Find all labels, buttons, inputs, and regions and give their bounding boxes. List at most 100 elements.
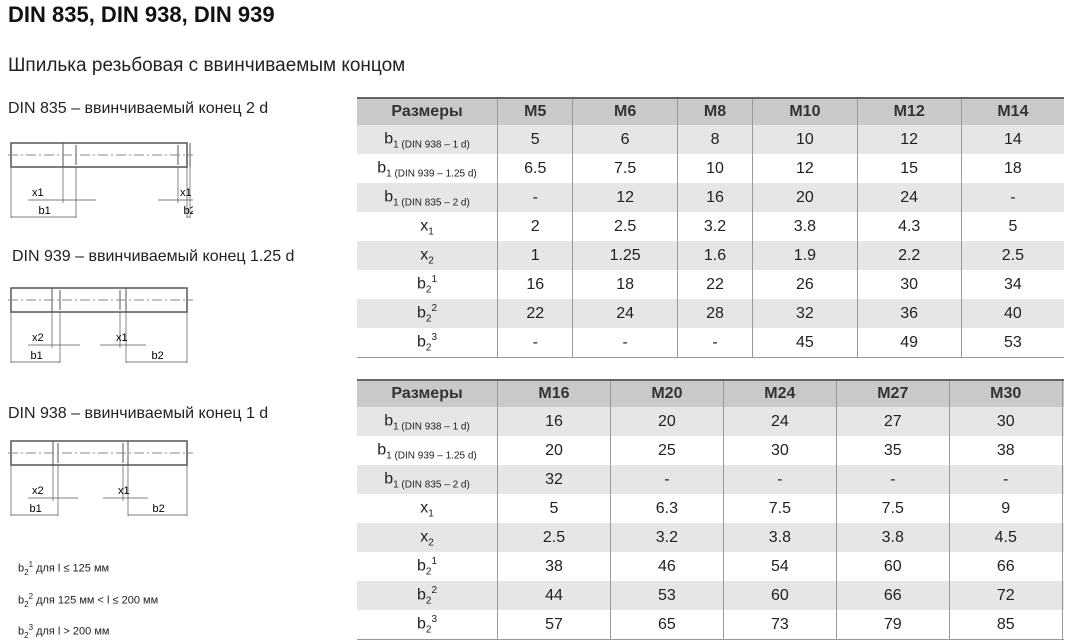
table-cell: 16	[496, 270, 573, 299]
table-cell: 6	[572, 125, 678, 154]
table-cell: -	[835, 465, 950, 494]
table-cell: -	[496, 183, 573, 212]
table-cell: 8	[676, 125, 753, 154]
column-header: Размеры	[357, 379, 498, 407]
table-cell: 1.25	[572, 241, 678, 270]
row-label: b23	[357, 610, 498, 640]
table-cell: 4.3	[856, 212, 962, 241]
row-label: b1 (DIN 939 – 1.25 d)	[377, 159, 477, 180]
column-header-size: M30	[948, 379, 1063, 407]
drawing-caption-din835: DIN 835 – ввинчиваемый конец 2 d	[8, 100, 269, 117]
row-label: x2	[357, 241, 498, 270]
table-cell: 24	[856, 183, 962, 212]
table-cell: 65	[609, 610, 724, 640]
dim-label: x2	[32, 332, 44, 344]
table-cell: 45	[752, 328, 858, 358]
table-cell: 20	[609, 407, 724, 436]
dim-label: b2	[184, 205, 194, 217]
table-row: b1 (DIN 938 – 1 d) 5 6 8 10 12 14	[357, 125, 1064, 154]
table-cell	[1061, 407, 1064, 436]
dim-label: x1	[32, 187, 44, 199]
drawing-caption-din938: DIN 938 – ввинчиваемый конец 1 d	[8, 405, 269, 422]
table-cell: 4.5	[948, 523, 1063, 552]
column-header-size: M5	[496, 97, 573, 125]
table-cell: 18	[572, 270, 678, 299]
row-label: b21	[416, 555, 438, 578]
header-row: Размеры M16 M20 M24 M27 M30	[357, 379, 1064, 407]
row-label: x2	[357, 523, 498, 552]
table-cell: 36	[856, 299, 962, 328]
table-row: b1 (DIN 939 – 1.25 d) 6.5 7.5 10 12 15 18	[357, 154, 1064, 183]
dim-label: x2	[32, 485, 44, 497]
dim-label: b1	[30, 503, 42, 515]
table-cell: 30	[856, 270, 962, 299]
stud-drawing: x2 x1 b1 b2	[8, 287, 193, 363]
table-cell: 20	[497, 436, 611, 465]
table-row: b1 (DIN 939 – 1.25 d) 20 25 30 35 38	[357, 436, 1064, 465]
table-row: b21 38 46 54 60 66	[357, 552, 1064, 581]
table-cell: 25	[609, 436, 724, 465]
row-label: b22	[357, 581, 498, 610]
table-cell: 15	[856, 154, 962, 183]
column-header-size	[1061, 379, 1064, 407]
table-cell: 73	[722, 610, 837, 640]
table-cell: 14	[960, 125, 1064, 154]
table-cell: 2.2	[856, 241, 962, 270]
table-cell: 12	[752, 154, 858, 183]
row-label: b23	[357, 328, 498, 358]
table-cell: 34	[960, 270, 1064, 299]
table-cell: 5	[497, 494, 611, 523]
table-cell: 66	[948, 552, 1063, 581]
row-label: b1 (DIN 835 – 2 d)	[357, 465, 498, 494]
table-row: x2 1 1.25 1.6 1.9 2.2 2.5	[357, 241, 1064, 270]
dim-label: b2	[152, 350, 164, 362]
table-cell: -	[676, 328, 753, 358]
table-cell: 57	[497, 610, 611, 640]
table-row: b1 (DIN 938 – 1 d) 16 20 24 27 30	[357, 407, 1064, 436]
footnote: b22 для 125 мм < l ≤ 200 мм	[18, 592, 159, 609]
table-cell: 24	[722, 407, 837, 436]
table-cell	[1061, 581, 1064, 610]
stud-drawing: x1 x1 b1 b2	[8, 142, 194, 218]
table-row: b1 (DIN 835 – 2 d) -12 16 20 24-	[357, 183, 1064, 212]
drawing-caption-din939: DIN 939 – ввинчиваемый конец 1.25 d	[12, 248, 295, 265]
footnote: b23 для l > 200 мм	[18, 623, 110, 640]
table-cell: 6.5	[496, 154, 573, 183]
table-cell: 72	[948, 581, 1063, 610]
row-label: b1 (DIN 938 – 1 d)	[357, 407, 498, 436]
table-row: b22 22 24 28 32 36 40	[357, 299, 1064, 328]
row-label: b22	[357, 299, 498, 328]
table-cell: -	[948, 465, 1063, 494]
table-cell: 38	[948, 436, 1063, 465]
table-cell: 10	[676, 154, 753, 183]
column-header-size: M20	[609, 379, 724, 407]
page-title: DIN 835, DIN 938, DIN 939	[8, 2, 275, 27]
size-table-1: Размеры M5 M6 M8 M10 M12 M14 b1 (DIN 938 – 1 d)…	[357, 97, 1064, 358]
table-cell	[1061, 552, 1064, 581]
table-cell: 30	[948, 407, 1063, 436]
table-cell: 7.5	[835, 494, 950, 523]
table-row: x2 2.5 3.2 3.8 3.8 4.5	[357, 523, 1064, 552]
table-row: b22 44 53 60 66 72	[357, 581, 1064, 610]
row-label: b21	[416, 273, 438, 296]
table-cell: 1	[496, 241, 573, 270]
table-cell: 5	[496, 125, 573, 154]
table-cell: 54	[722, 552, 837, 581]
table-cell: 22	[676, 270, 753, 299]
table-cell	[1061, 465, 1064, 494]
size-table-2: Размеры M16 M20 M24 M27 M30 b1 (DIN 938 – 1 d)…	[357, 379, 1064, 640]
table-cell: 79	[835, 610, 950, 640]
table-row: b1 (DIN 835 – 2 d) 32- - - -	[357, 465, 1064, 494]
table-cell: -	[496, 328, 573, 358]
table-row: x1 5 6.3 7.5 7.5 9	[357, 494, 1064, 523]
table-cell: 22	[496, 299, 573, 328]
table-cell: 38	[497, 552, 611, 581]
table-cell	[1061, 523, 1064, 552]
table-cell: 2.5	[960, 241, 1064, 270]
table-cell: 3.8	[722, 523, 837, 552]
table-cell: 32	[497, 465, 611, 494]
column-header-size: M16	[497, 379, 611, 407]
column-header-size: M6	[572, 97, 678, 125]
table-cell: 30	[722, 436, 837, 465]
table-cell: 40	[960, 299, 1064, 328]
